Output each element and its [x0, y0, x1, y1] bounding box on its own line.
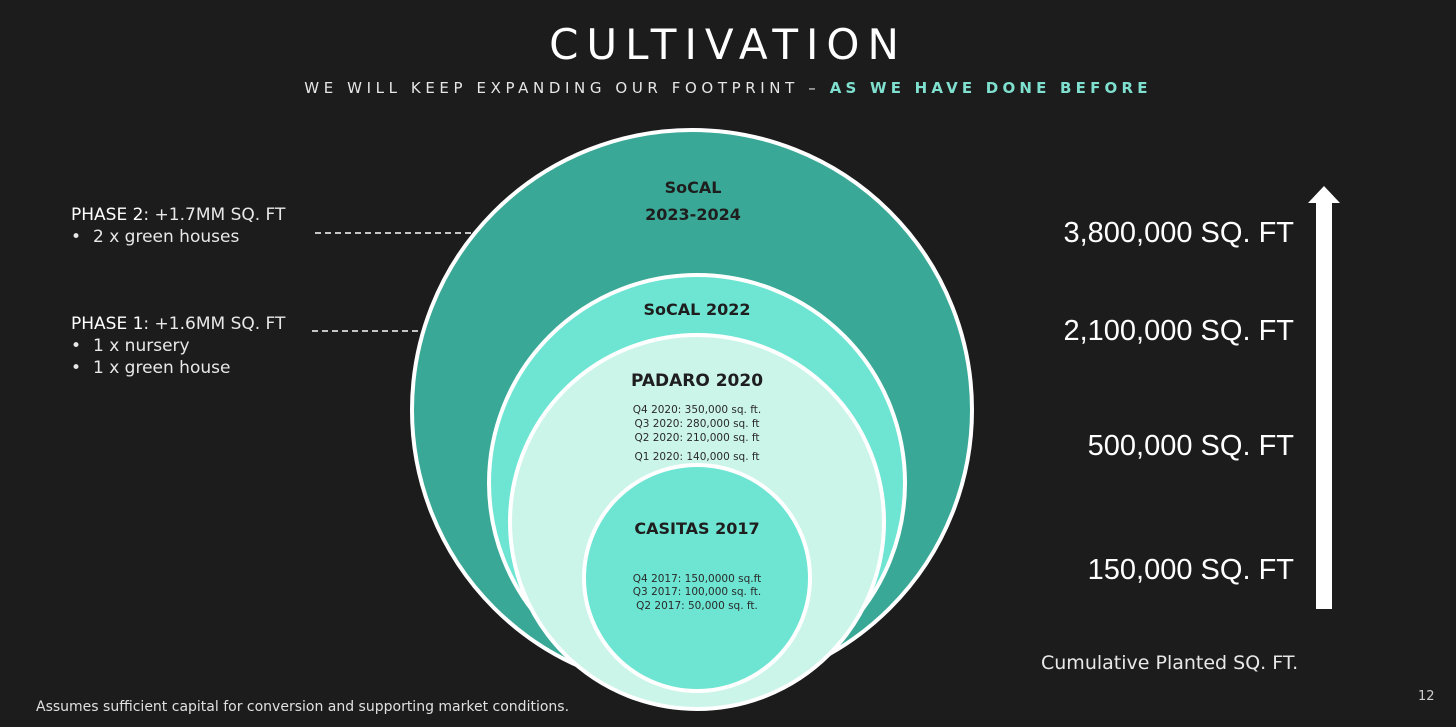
phase-1-detail: : +1.6MM SQ. FT	[143, 314, 286, 334]
third-circle-line: Q3 2020: 280,000 sq. ft	[634, 418, 759, 430]
third-circle-line: Q2 2020: 210,000 sq. ft	[634, 432, 759, 444]
phase-2-item: 2 x green houses	[71, 226, 285, 248]
outer-circle-title-2: 2023-2024	[645, 205, 741, 224]
casitas-2017-circle	[582, 463, 812, 693]
page-title: CULTIVATION	[549, 20, 907, 69]
growth-arrow-shaft	[1316, 200, 1332, 609]
sqft-level: 150,000 SQ. FT	[1087, 554, 1294, 586]
cumulative-label: Cumulative Planted SQ. FT.	[1041, 652, 1299, 674]
subtitle-main: WE WILL KEEP EXPANDING OUR FOOTPRINT –	[304, 79, 830, 97]
sqft-level: 500,000 SQ. FT	[1087, 430, 1294, 462]
phase-2-label: PHASE 2	[71, 205, 144, 225]
page-number: 12	[1418, 689, 1435, 704]
phase-1-block: PHASE 1: +1.6MM SQ. FT 1 x nursery 1 x g…	[71, 313, 285, 379]
page-subtitle: WE WILL KEEP EXPANDING OUR FOOTPRINT – A…	[0, 79, 1456, 97]
sqft-level: 3,800,000 SQ. FT	[1063, 217, 1294, 249]
inner-circle-line: Q2 2017: 50,000 sq. ft.	[636, 600, 758, 612]
third-circle-line: Q4 2020: 350,000 sq. ft.	[633, 404, 761, 416]
subtitle-highlight: AS WE HAVE DONE BEFORE	[829, 79, 1152, 97]
third-circle-title: PADARO 2020	[631, 371, 763, 391]
phase-1-item: 1 x green house	[71, 357, 285, 379]
inner-circle-line: Q4 2017: 150,0000 sq.ft	[633, 573, 761, 585]
second-circle-title: SoCAL 2022	[644, 300, 751, 319]
inner-circle-line: Q3 2017: 100,000 sq. ft.	[633, 586, 761, 598]
phase-1-label: PHASE 1	[71, 314, 144, 334]
footnote: Assumes sufficient capital for conversio…	[36, 699, 570, 715]
phase-2-block: PHASE 2: +1.7MM SQ. FT 2 x green houses	[71, 204, 285, 248]
sqft-level: 2,100,000 SQ. FT	[1063, 315, 1294, 347]
phase-1-item: 1 x nursery	[71, 335, 285, 357]
inner-circle-title: CASITAS 2017	[634, 519, 759, 538]
third-circle-line: Q1 2020: 140,000 sq. ft	[634, 451, 759, 463]
outer-circle-title-1: SoCAL	[665, 178, 722, 197]
growth-arrow-head	[1308, 186, 1340, 203]
phase-2-detail: : +1.7MM SQ. FT	[143, 205, 286, 225]
